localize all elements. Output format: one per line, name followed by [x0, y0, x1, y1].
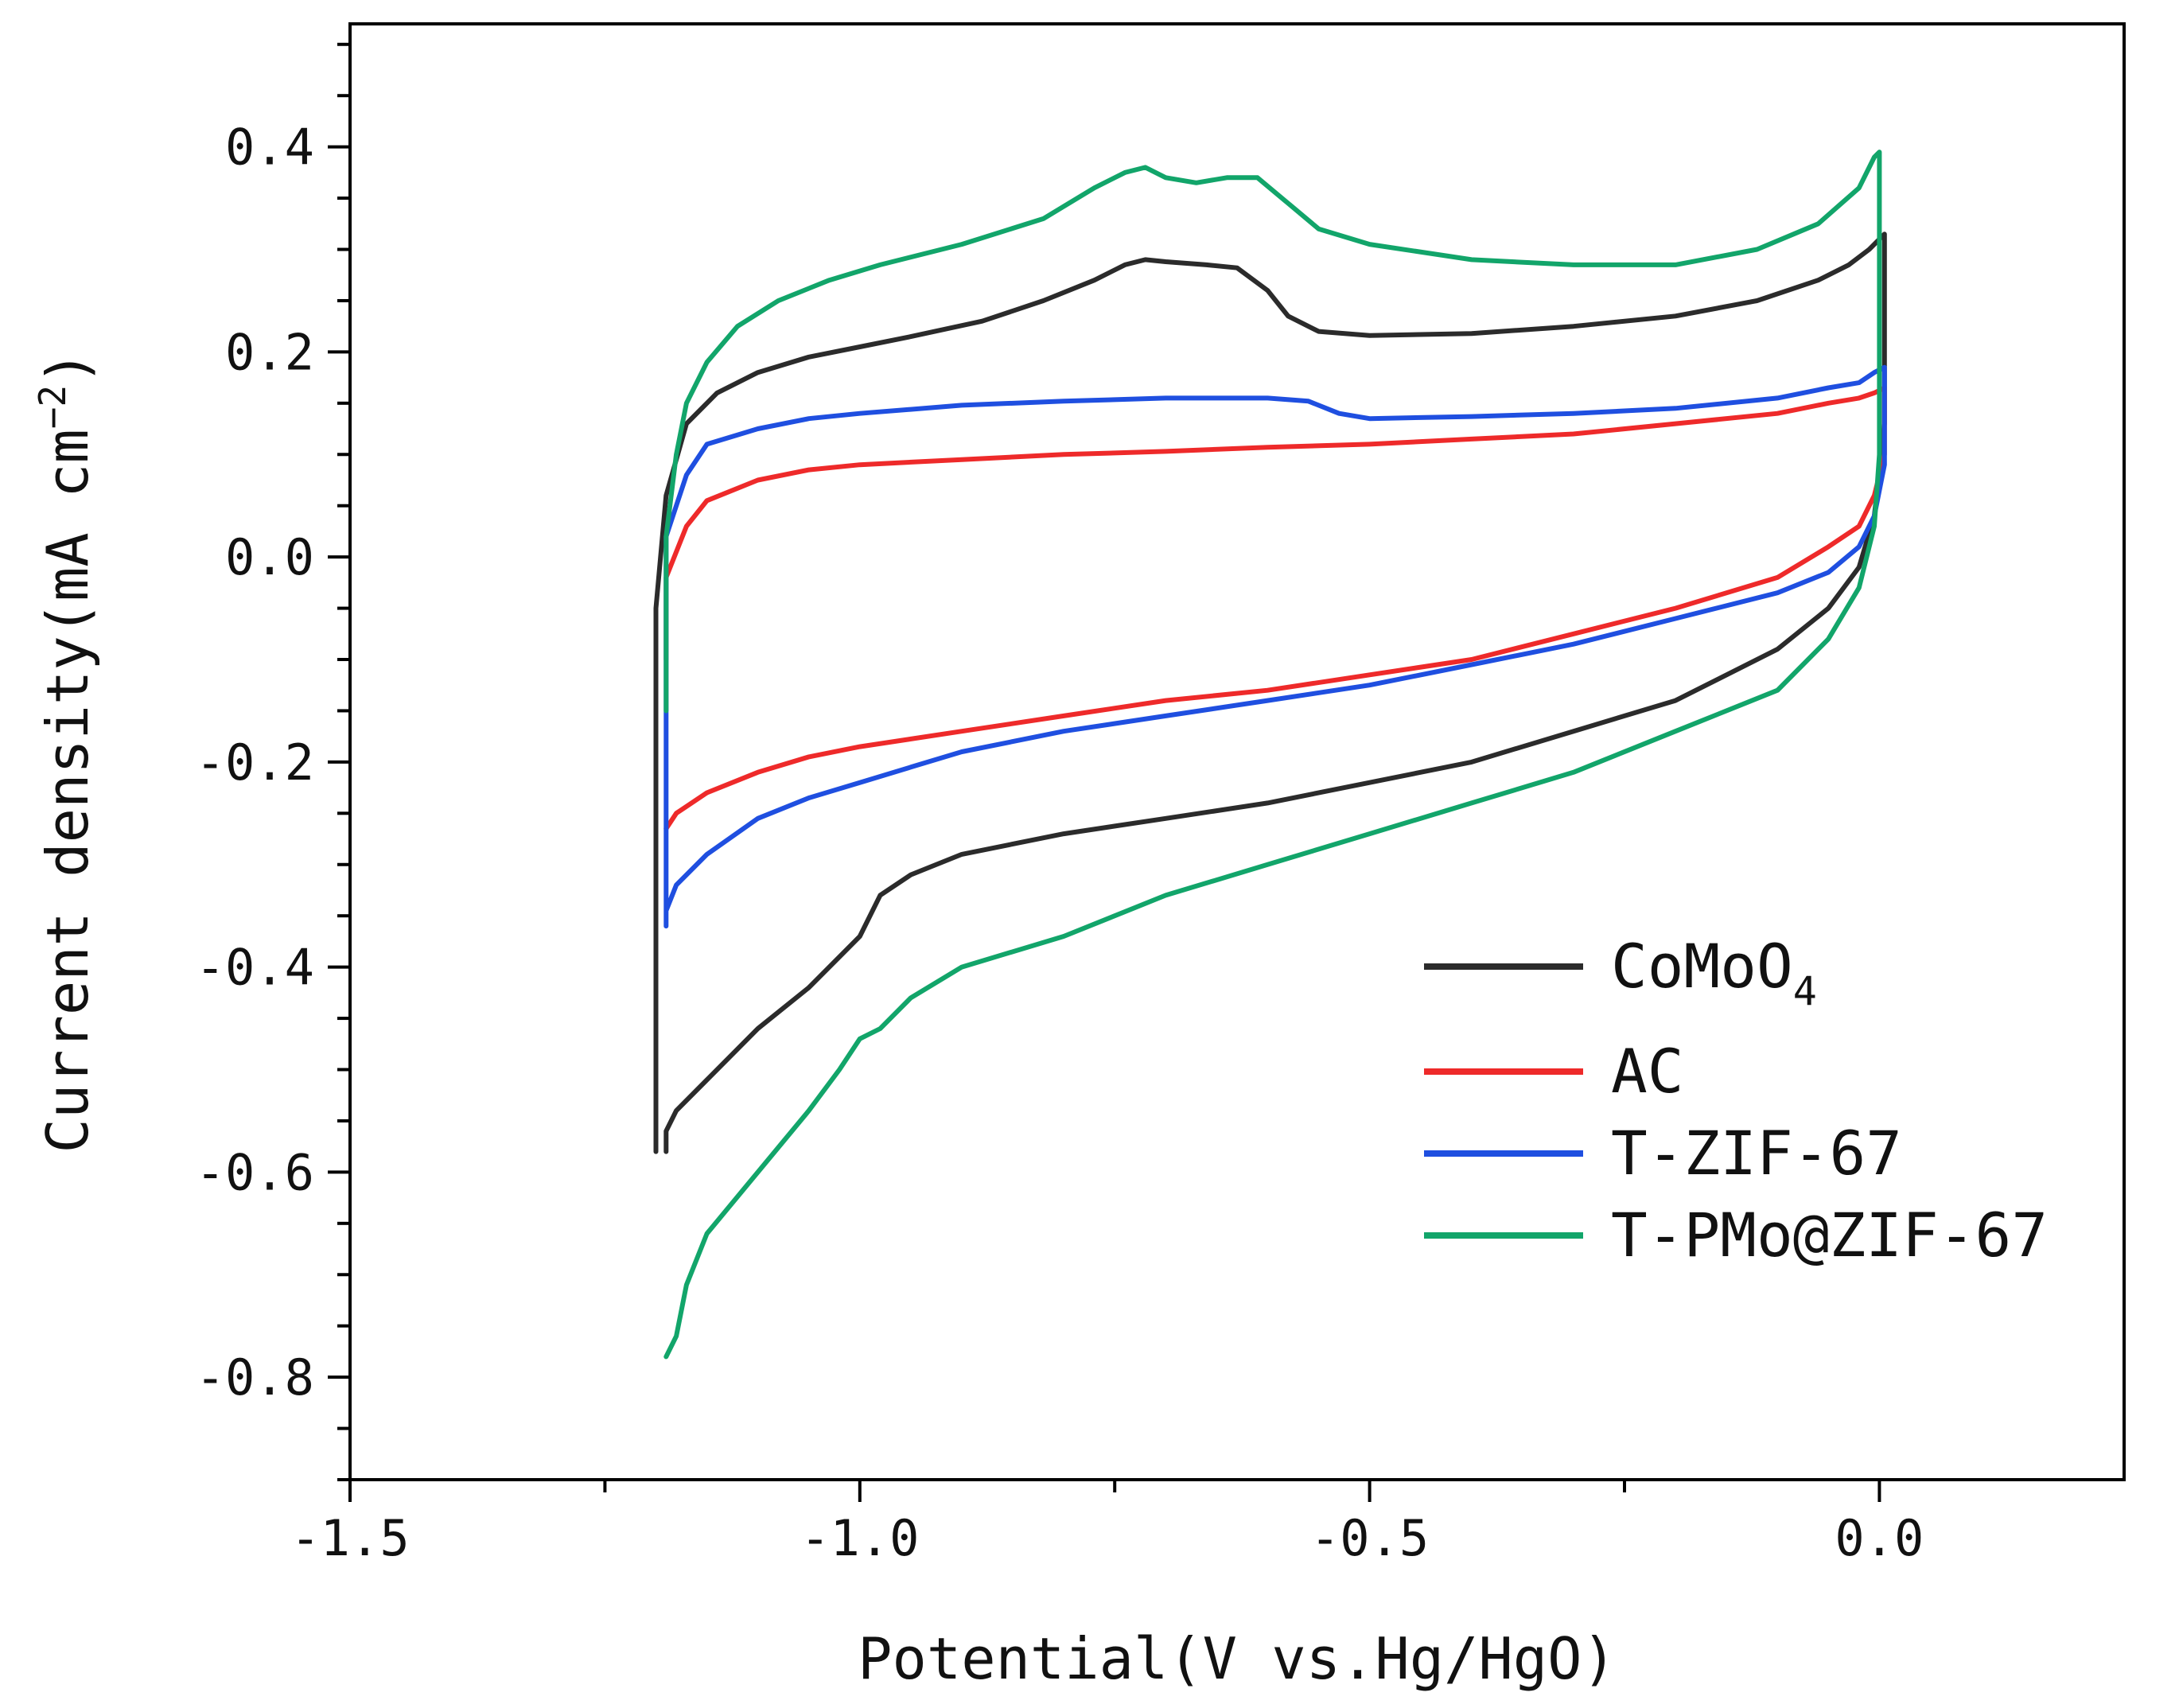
y-tick-label: 0.4 — [225, 119, 314, 177]
y-tick-label: 0.0 — [225, 528, 314, 586]
series-line-ac — [663, 385, 1887, 831]
series-line-t-pmo-zif-67 — [663, 150, 1882, 1360]
legend-label-comoo: CoMoO4 — [1611, 931, 1817, 1014]
y-tick-label: -0.2 — [196, 733, 314, 792]
y-tick-label: -0.8 — [196, 1348, 314, 1406]
x-tick-label: -0.5 — [1310, 1509, 1429, 1567]
x-tick-label: 0.0 — [1835, 1509, 1924, 1567]
y-axis-label-sup: −2 — [31, 385, 74, 429]
y-axis-ticks: 0.4 0.2 0.0 -0.2 -0.4 -0.6 -0.8 — [196, 42, 350, 1481]
y-tick-label: -0.4 — [196, 939, 314, 997]
x-axis-ticks: -1.5 -1.0 -0.5 0.0 — [290, 1480, 1924, 1567]
y-tick-label: -0.6 — [196, 1143, 314, 1201]
y-axis-label-main: Current density(mA cm — [34, 429, 101, 1153]
series-layer — [653, 150, 1887, 1360]
y-axis-label-end: ) — [34, 350, 101, 384]
series-line-comoo — [653, 231, 1887, 1154]
series-line-t-zif-67 — [663, 364, 1887, 929]
plot-frame — [348, 22, 2126, 1481]
x-axis-label: Potential(V vs.Hg/HgO) — [858, 1625, 1617, 1692]
legend-label-ac: AC — [1611, 1036, 1684, 1107]
x-tick-label: -1.0 — [800, 1509, 919, 1567]
y-tick-label: 0.2 — [225, 323, 314, 381]
x-tick-label: -1.5 — [290, 1509, 409, 1567]
legend-label-t-zif-67: T-ZIF-67 — [1611, 1118, 1902, 1189]
legend: CoMoO4 AC T-ZIF-67 T-PMo@ZIF-67 — [1424, 931, 2048, 1270]
legend-label-t-pmo-zif-67: T-PMo@ZIF-67 — [1611, 1200, 2048, 1270]
y-axis-label: Current density(mA cm−2) — [31, 350, 101, 1153]
